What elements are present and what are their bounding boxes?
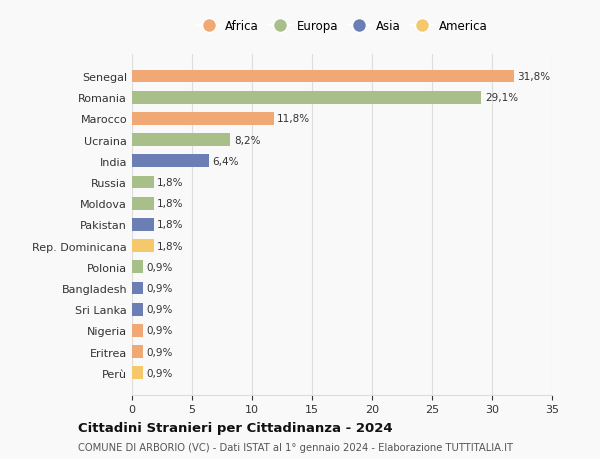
- Bar: [132, 367, 143, 379]
- Text: 0,9%: 0,9%: [146, 283, 173, 293]
- Bar: [132, 346, 143, 358]
- Bar: [132, 218, 154, 231]
- Text: 31,8%: 31,8%: [517, 72, 550, 82]
- Text: 6,4%: 6,4%: [212, 157, 239, 167]
- Text: 0,9%: 0,9%: [146, 368, 173, 378]
- Bar: [132, 325, 143, 337]
- Bar: [132, 134, 230, 147]
- Text: 0,9%: 0,9%: [146, 304, 173, 314]
- Text: 0,9%: 0,9%: [146, 347, 173, 357]
- Legend: Africa, Europa, Asia, America: Africa, Europa, Asia, America: [193, 17, 491, 37]
- Text: 1,8%: 1,8%: [157, 241, 184, 251]
- Text: COMUNE DI ARBORIO (VC) - Dati ISTAT al 1° gennaio 2024 - Elaborazione TUTTITALIA: COMUNE DI ARBORIO (VC) - Dati ISTAT al 1…: [78, 442, 513, 452]
- Text: 11,8%: 11,8%: [277, 114, 310, 124]
- Bar: [132, 303, 143, 316]
- Text: 0,9%: 0,9%: [146, 262, 173, 272]
- Text: 29,1%: 29,1%: [485, 93, 518, 103]
- Text: 1,8%: 1,8%: [157, 220, 184, 230]
- Text: 1,8%: 1,8%: [157, 178, 184, 188]
- Text: Cittadini Stranieri per Cittadinanza - 2024: Cittadini Stranieri per Cittadinanza - 2…: [78, 421, 392, 435]
- Bar: [132, 261, 143, 274]
- Bar: [132, 197, 154, 210]
- Text: 1,8%: 1,8%: [157, 199, 184, 209]
- Bar: [132, 113, 274, 125]
- Bar: [132, 92, 481, 104]
- Text: 8,2%: 8,2%: [234, 135, 260, 146]
- Bar: [132, 240, 154, 252]
- Text: 0,9%: 0,9%: [146, 326, 173, 336]
- Bar: [132, 155, 209, 168]
- Bar: [132, 176, 154, 189]
- Bar: [132, 71, 514, 83]
- Bar: [132, 282, 143, 295]
